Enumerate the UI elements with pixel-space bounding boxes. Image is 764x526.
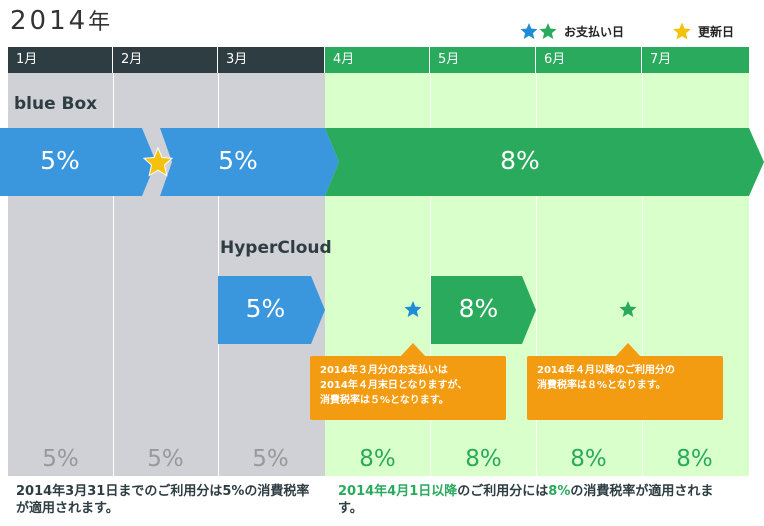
legend-renewal-label: 更新日 [698,24,735,39]
hypercloud-rate-pre: 5% [245,294,286,323]
month-jan: 1月 [8,47,113,73]
column-divider [536,73,537,476]
hypercloud-label: HyperCloud [220,238,332,258]
column-divider [218,73,219,476]
payment-star-green-icon [619,301,637,317]
year-number: 2014 [10,6,89,36]
month-jul: 7月 [642,47,749,73]
rate-mar: 5% [252,446,289,472]
legend-payment-label: お支払い日 [564,24,625,39]
tip-april-pointer [615,343,641,357]
hypercloud-arrow-post [431,276,536,344]
note-before-april: 2014年3月31日までのご利用分は5%の消費税率が適用されます。 [16,484,310,516]
rate-jan: 5% [42,446,79,472]
month-mar: 3月 [218,47,325,73]
tip-april-line: 2014年４月以降のご利用分の [537,365,675,376]
note-after-suffix: の消費税率が適用されます。 [338,484,714,516]
note-after-rate: 8% [548,484,571,499]
year-suffix: 年 [88,10,111,35]
month-jun: 6月 [536,47,642,73]
rate-feb: 5% [147,446,184,472]
note-after-date: 2014年4月1日以降 [338,484,458,499]
payment-stars-icon [520,23,557,39]
month-apr: 4月 [325,47,430,73]
renewal-star-icon [673,22,691,40]
legend-renewal: 更新日 [672,22,734,40]
bluebox-rate-pre: 5% [40,146,80,175]
hypercloud-arrow-pre [218,276,325,344]
rate-jun: 8% [570,446,607,472]
payment-star-blue-icon [404,301,422,317]
tip-april-usage: 2014年４月以降のご利用分の 消費税率は８%となります。 [527,356,723,420]
year-title: 2014年 [10,4,110,36]
bluebox-rate-post: 8% [500,146,540,175]
legend-payment: お支払い日 [520,22,624,40]
tip-march-line: 2014年４月末日となりますが、 [320,380,468,391]
column-divider [113,73,114,476]
tip-march-pointer [400,343,426,357]
column-divider [430,73,431,476]
month-feb: 2月 [113,47,218,73]
note-after-mid: のご利用分には [457,484,549,499]
renewal-star-icon [143,147,173,177]
bluebox-arrow-mid [160,128,339,196]
bluebox-rate-mid: 5% [218,146,258,175]
rate-apr: 8% [359,446,396,472]
rate-jul: 8% [676,446,713,472]
tip-march-line: 2014年３月分のお支払いは [320,365,448,376]
rate-may: 8% [465,446,502,472]
tip-april-line: 消費税率は８%となります。 [537,380,666,391]
bluebox-label: blue Box [14,94,98,114]
column-divider [642,73,643,476]
tip-march-line: 消費税率は５%となります。 [320,395,449,406]
bluebox-arrow-post [325,128,764,196]
note-after-april: 2014年4月1日以降のご利用分には8%の消費税率が適用されます。 [338,483,738,517]
tip-march-payment: 2014年３月分のお支払いは 2014年４月末日となりますが、 消費税率は５%と… [310,356,506,420]
hypercloud-rate-post: 8% [458,294,499,323]
month-may: 5月 [430,47,536,73]
bluebox-arrow-pre [0,128,156,196]
month-header: 1月 2月 3月 4月 5月 6月 7月 [8,47,749,73]
